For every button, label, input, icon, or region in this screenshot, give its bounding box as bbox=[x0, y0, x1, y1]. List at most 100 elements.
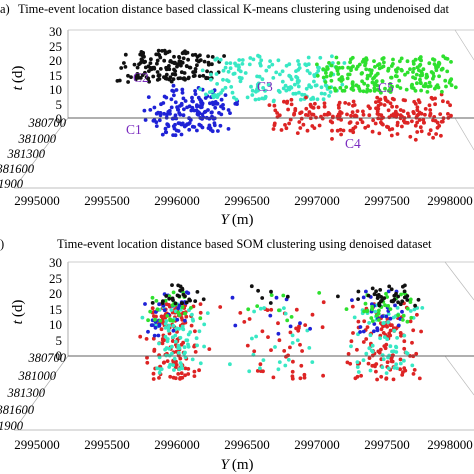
data-point-c5 bbox=[419, 88, 423, 93]
data-point-c5 bbox=[437, 74, 441, 79]
data-point-c1 bbox=[181, 113, 186, 118]
data-point-green bbox=[370, 304, 374, 309]
data-point-cyan bbox=[394, 345, 399, 350]
data-point-c4 bbox=[282, 99, 286, 104]
panel-b-t-ticks: 30 25 20 15 10 5 0 bbox=[49, 255, 62, 363]
data-point-red bbox=[367, 356, 372, 360]
x-tick: 2996000 bbox=[154, 193, 200, 208]
data-point-black bbox=[377, 302, 381, 307]
data-point-c3 bbox=[230, 90, 235, 95]
data-point-c2 bbox=[183, 77, 187, 82]
data-point-c5 bbox=[426, 84, 431, 89]
data-point-green bbox=[177, 313, 182, 317]
data-point-c2 bbox=[119, 66, 124, 70]
data-point-red bbox=[192, 369, 197, 374]
data-point-black bbox=[394, 291, 398, 296]
data-point-c2 bbox=[129, 75, 133, 79]
data-point-c2 bbox=[191, 70, 196, 74]
data-point-c5 bbox=[427, 80, 432, 85]
data-point-c5 bbox=[339, 79, 344, 83]
data-point-c4 bbox=[347, 102, 351, 106]
x-tick: 2997500 bbox=[364, 193, 410, 208]
data-point-c2 bbox=[126, 73, 130, 78]
data-point-blue bbox=[156, 333, 161, 338]
data-point-green bbox=[255, 304, 260, 308]
data-point-red bbox=[282, 349, 287, 353]
data-point-cyan bbox=[159, 367, 164, 371]
data-point-c3 bbox=[327, 94, 331, 98]
data-point-c4 bbox=[330, 128, 334, 133]
data-point-red bbox=[277, 338, 282, 343]
data-point-c1 bbox=[202, 110, 207, 114]
data-point-red bbox=[192, 344, 197, 349]
data-point-c4 bbox=[411, 110, 416, 114]
data-point-cyan bbox=[391, 315, 396, 320]
data-point-cyan bbox=[290, 333, 295, 338]
data-point-c3 bbox=[276, 58, 281, 63]
data-point-c5 bbox=[425, 90, 430, 94]
data-point-red bbox=[298, 342, 302, 347]
data-point-black bbox=[402, 295, 407, 300]
data-point-cyan bbox=[262, 306, 266, 310]
data-point-c5 bbox=[449, 60, 453, 64]
data-point-c2 bbox=[151, 65, 155, 70]
data-point-c2 bbox=[139, 50, 144, 54]
data-point-c5 bbox=[327, 61, 331, 65]
data-point-red bbox=[260, 329, 265, 334]
data-point-c4 bbox=[423, 112, 427, 117]
data-point-c1 bbox=[219, 104, 223, 109]
data-point-c2 bbox=[181, 56, 186, 61]
data-point-c2 bbox=[149, 57, 153, 62]
data-point-c5 bbox=[413, 76, 418, 81]
data-point-green bbox=[150, 295, 155, 300]
data-point-c3 bbox=[224, 61, 229, 66]
data-point-black bbox=[396, 300, 400, 305]
data-point-c4 bbox=[428, 113, 432, 118]
depth-tick: 380700 bbox=[28, 116, 67, 130]
data-point-c5 bbox=[329, 78, 334, 83]
data-point-c2 bbox=[206, 76, 211, 80]
data-point-c3 bbox=[280, 79, 285, 84]
data-point-blue bbox=[396, 323, 401, 328]
data-point-c4 bbox=[304, 95, 308, 100]
data-point-c5 bbox=[394, 69, 399, 74]
data-point-cyan bbox=[197, 329, 202, 334]
data-point-red bbox=[183, 373, 188, 378]
data-point-red bbox=[298, 376, 303, 381]
data-point-c1 bbox=[189, 108, 194, 113]
cluster-label-c2: C2 bbox=[133, 70, 149, 85]
data-point-c1 bbox=[235, 102, 239, 106]
data-point-c2 bbox=[193, 52, 198, 57]
data-point-c4 bbox=[337, 106, 341, 110]
data-point-cyan bbox=[258, 366, 262, 371]
x-tick: 2995500 bbox=[84, 437, 130, 452]
data-point-c2 bbox=[168, 59, 173, 63]
data-point-red bbox=[414, 351, 419, 356]
data-point-c5 bbox=[369, 71, 374, 76]
data-point-c4 bbox=[419, 129, 424, 134]
t-tick: 30 bbox=[49, 24, 62, 39]
data-point-c5 bbox=[374, 79, 379, 84]
data-point-c5 bbox=[315, 73, 320, 78]
data-point-c2 bbox=[180, 60, 185, 65]
t-tick: 15 bbox=[49, 302, 62, 317]
data-point-c5 bbox=[398, 59, 402, 64]
data-point-c4 bbox=[408, 134, 413, 139]
depth-tick: 381300 bbox=[7, 147, 46, 161]
data-point-c4 bbox=[320, 116, 325, 121]
data-point-cyan bbox=[405, 351, 410, 356]
data-point-c5 bbox=[386, 68, 390, 73]
data-point-c1 bbox=[180, 87, 185, 92]
data-point-c1 bbox=[178, 104, 182, 108]
data-point-c4 bbox=[382, 103, 387, 107]
data-point-c4 bbox=[351, 99, 356, 104]
data-point-c1 bbox=[163, 126, 168, 131]
data-point-c2 bbox=[201, 73, 206, 78]
data-point-c4 bbox=[337, 100, 342, 105]
data-point-c5 bbox=[399, 67, 404, 72]
data-point-blue bbox=[372, 329, 376, 334]
data-point-c5 bbox=[364, 67, 369, 72]
data-point-red bbox=[300, 349, 304, 353]
data-point-c5 bbox=[354, 67, 359, 71]
data-point-red bbox=[189, 323, 194, 328]
